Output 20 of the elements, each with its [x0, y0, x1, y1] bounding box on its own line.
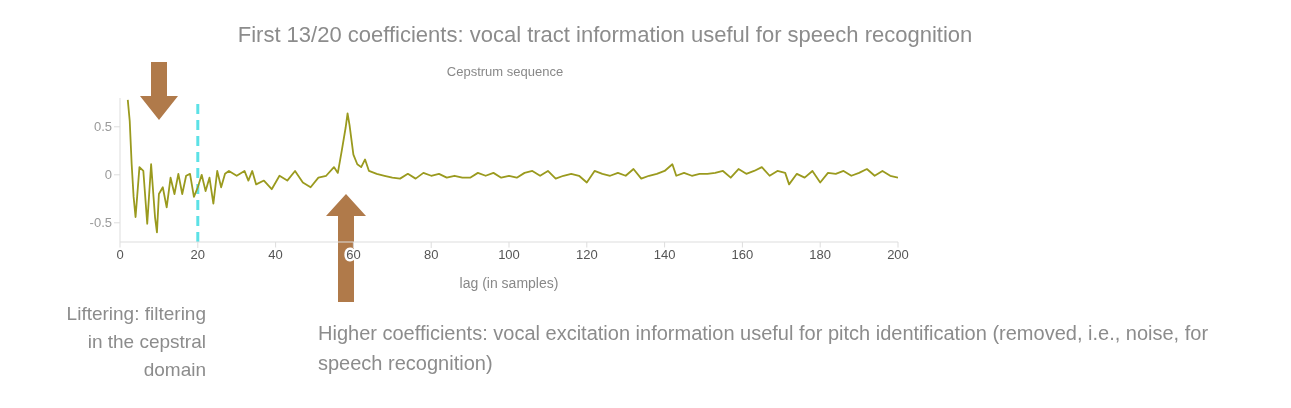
- y-tick-label: 0.5: [93, 119, 112, 135]
- chart-title: Cepstrum sequence: [445, 64, 565, 79]
- line-series: [126, 99, 898, 234]
- x-tick-label: 140: [653, 247, 676, 263]
- y-tick-label: 0: [104, 167, 112, 183]
- x-tick-label: 100: [498, 247, 520, 263]
- x-tick-label: 80: [423, 247, 439, 263]
- text: Liftering: filtering in the cepstral domain: [65, 302, 206, 382]
- x-tick-label: 40: [268, 247, 283, 263]
- x-tick-label: 160: [731, 247, 754, 263]
- text: Higher coefficients: vocal excitation information useful for pitch identification (removed, i.e., noise, for speech recognition): [318, 321, 1210, 376]
- x-tick-label: 120: [575, 247, 598, 263]
- x-tick-label: 60: [346, 247, 361, 263]
- y-tick-label: -0.5: [89, 215, 112, 231]
- x-tick-label: 20: [190, 247, 206, 263]
- x-axis-title: lag (in samples): [459, 274, 559, 291]
- x-tick-label: 0: [116, 247, 124, 263]
- text: First 13/20 coefficients: vocal tract information useful for speech recognition: [236, 22, 974, 48]
- x-tick-label: 180: [809, 247, 832, 263]
- x-tick-label: 200: [887, 247, 909, 263]
